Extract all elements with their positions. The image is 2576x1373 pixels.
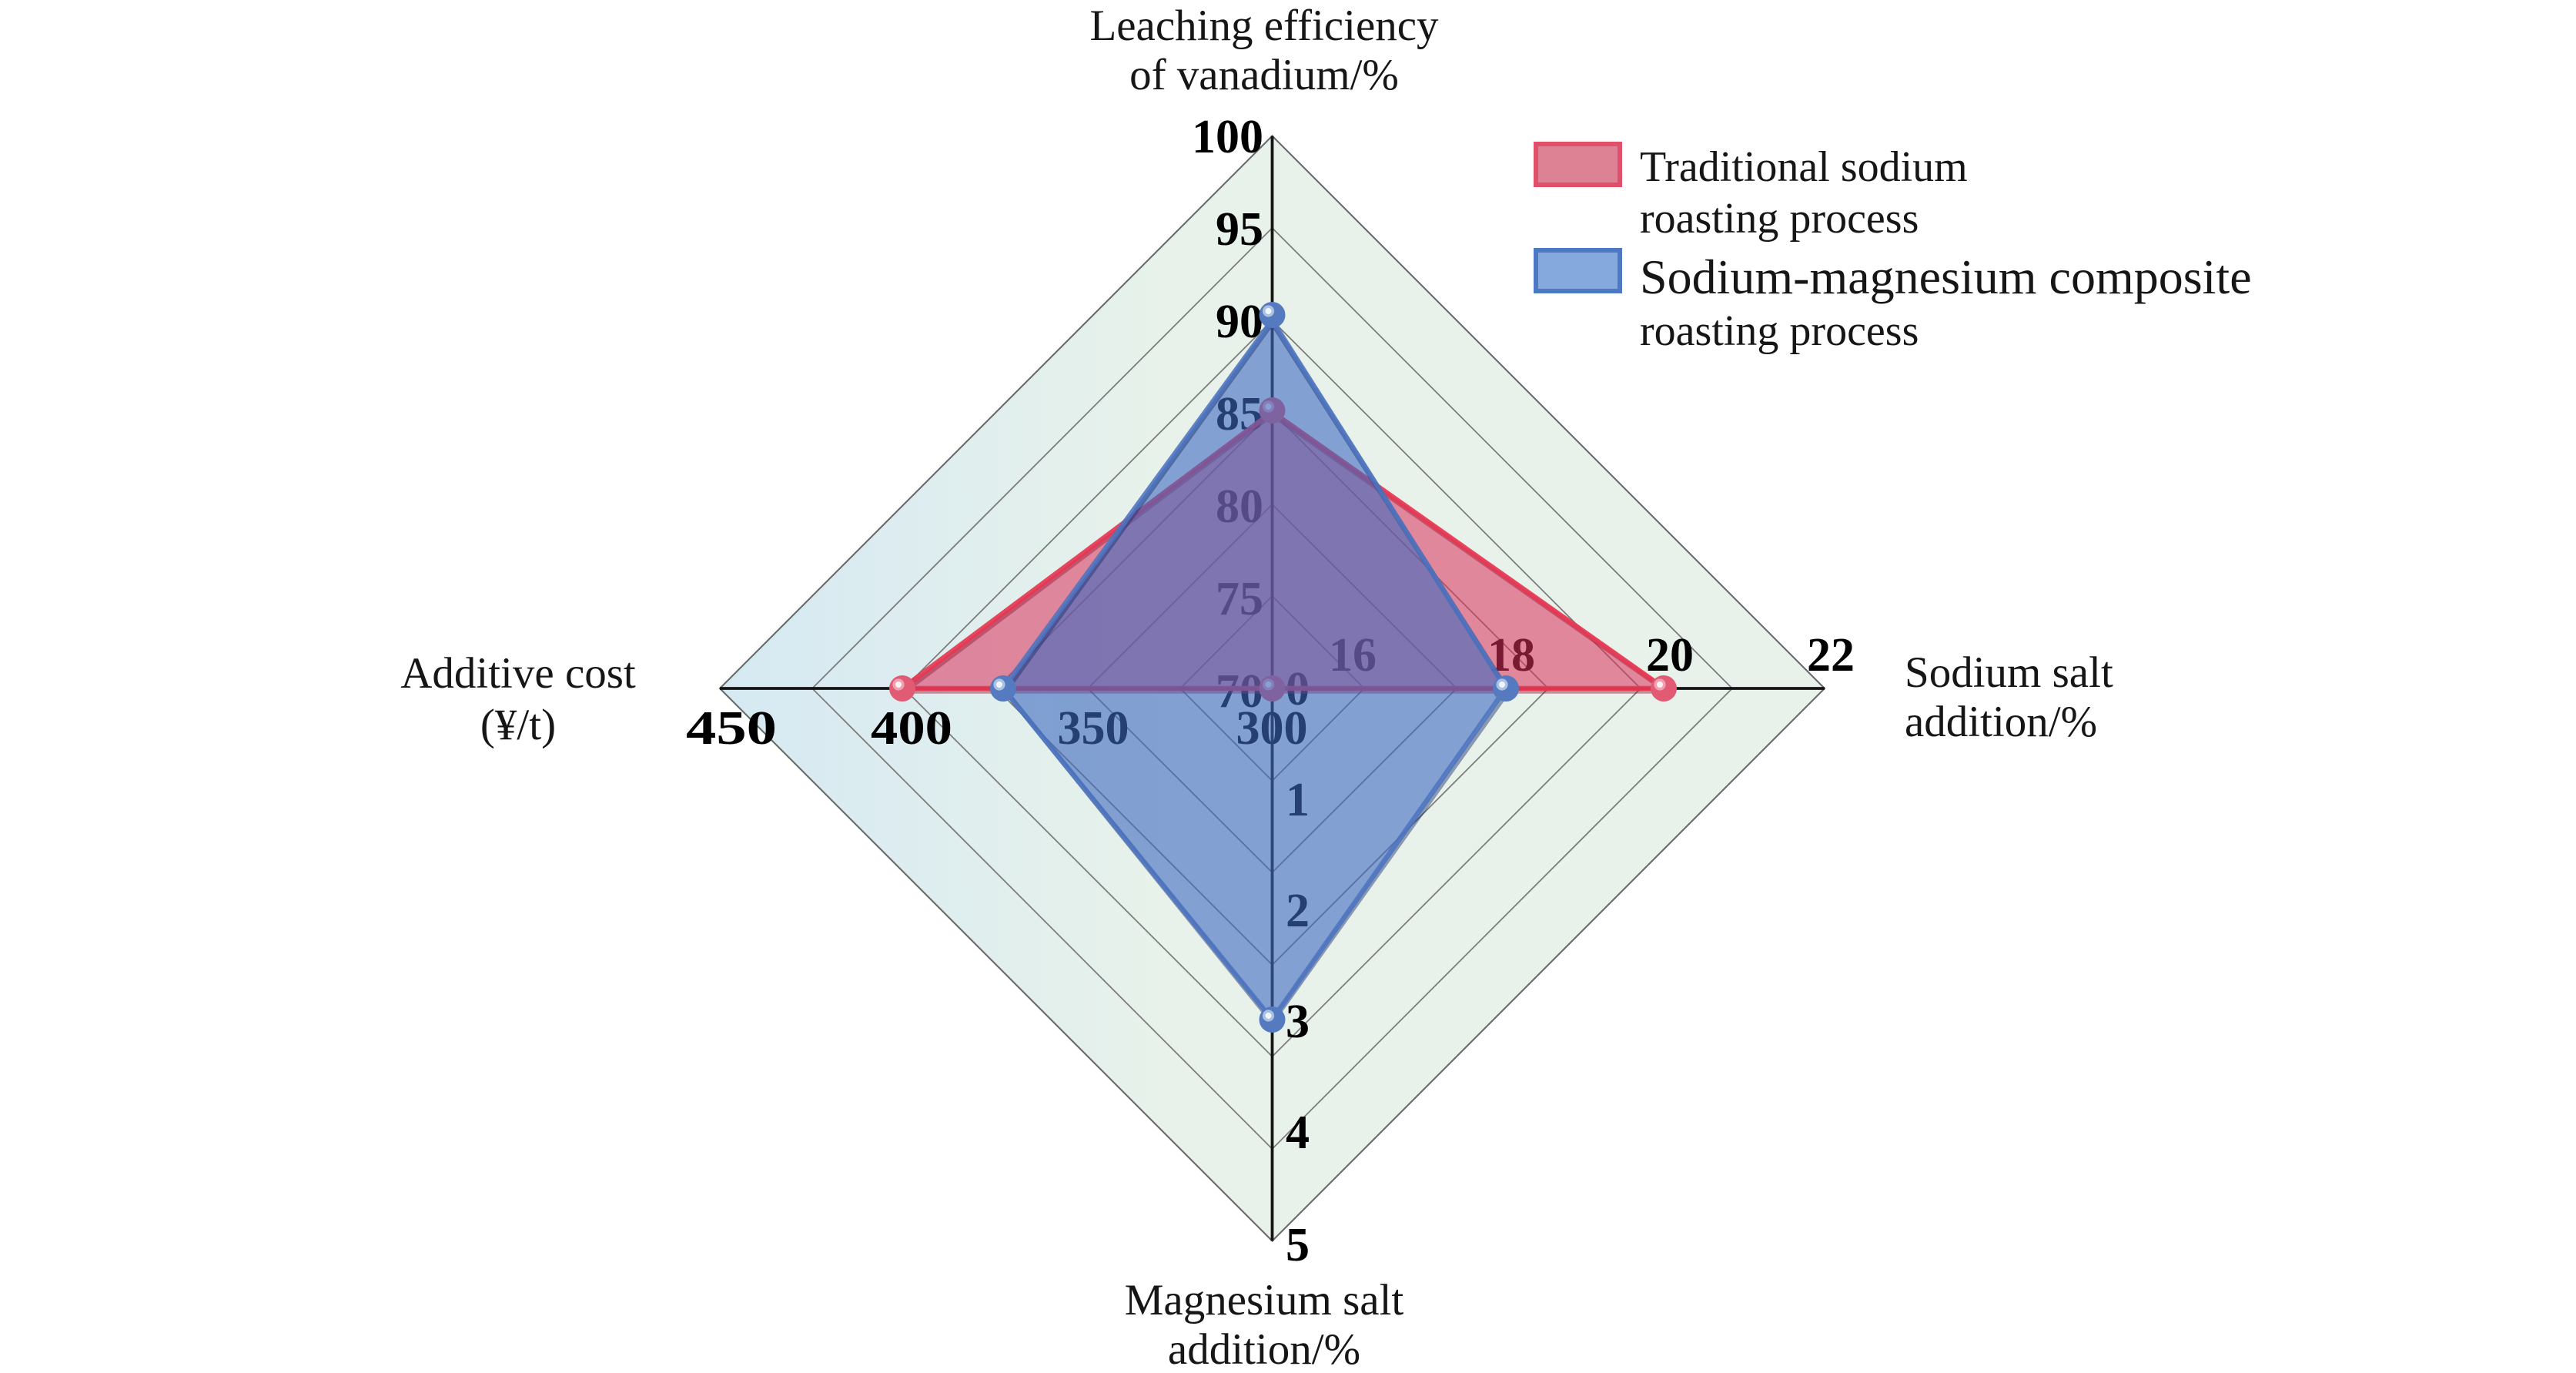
svg-text:4: 4 xyxy=(1286,1107,1310,1159)
svg-text:roasting process: roasting process xyxy=(1640,195,1919,243)
svg-text:Leaching efficiency: Leaching efficiency xyxy=(1089,2,1439,50)
svg-text:22: 22 xyxy=(1807,629,1855,681)
svg-text:5: 5 xyxy=(1286,1219,1310,1271)
svg-text:100: 100 xyxy=(1192,111,1263,163)
svg-text:Sodium-magnesium composite: Sodium-magnesium composite xyxy=(1640,249,2252,304)
svg-text:Additive cost: Additive cost xyxy=(400,649,636,698)
svg-text:Traditional sodium: Traditional sodium xyxy=(1640,143,1968,191)
svg-text:450: 450 xyxy=(686,702,777,755)
svg-text:400: 400 xyxy=(871,702,952,755)
svg-text:95: 95 xyxy=(1216,203,1263,256)
svg-text:20: 20 xyxy=(1646,629,1694,681)
svg-text:Magnesium salt: Magnesium salt xyxy=(1125,1276,1404,1324)
svg-text:(¥/t): (¥/t) xyxy=(480,701,556,749)
svg-text:roasting process: roasting process xyxy=(1640,307,1919,355)
svg-text:of vanadium/%: of vanadium/% xyxy=(1129,51,1399,99)
svg-text:addition/%: addition/% xyxy=(1905,698,2097,746)
svg-text:addition/%: addition/% xyxy=(1168,1325,1360,1373)
svg-text:3: 3 xyxy=(1286,996,1310,1048)
svg-text:Sodium salt: Sodium salt xyxy=(1905,648,2113,697)
